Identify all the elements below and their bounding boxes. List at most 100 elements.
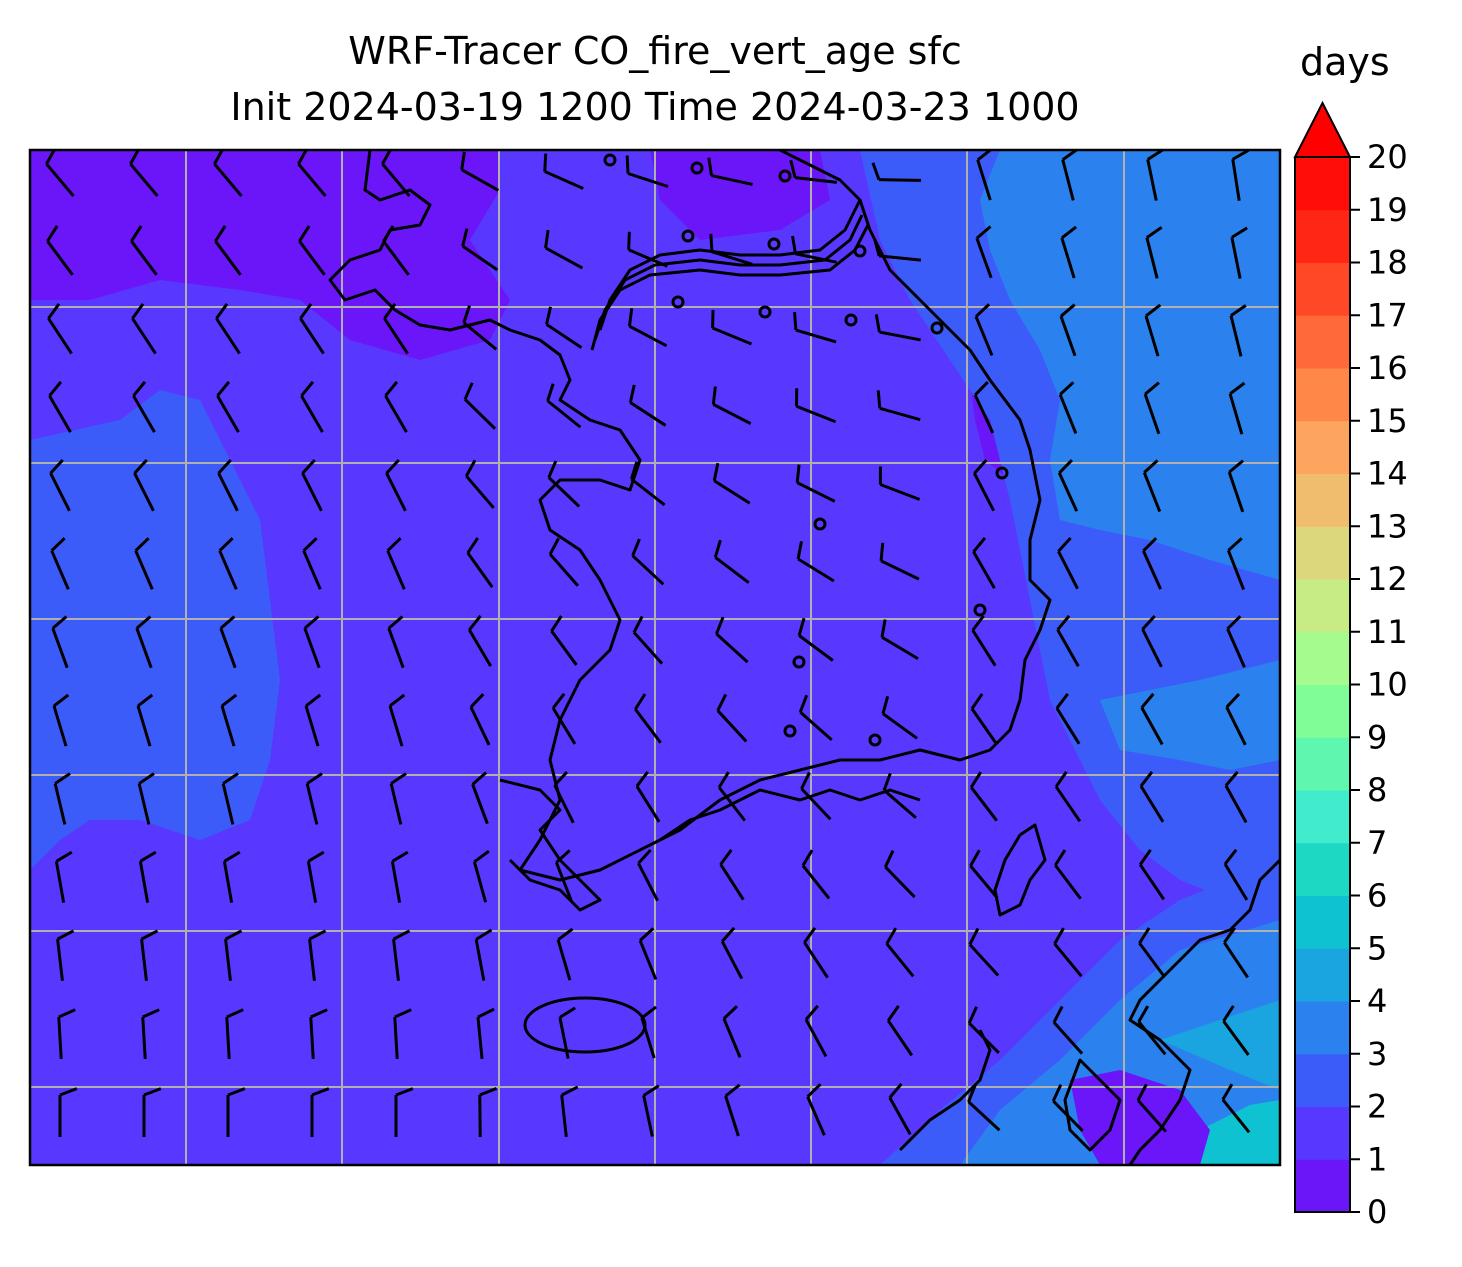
calm-marker: [930, 321, 944, 335]
colorbar-segment: [1295, 1001, 1350, 1055]
wind-barb: [632, 615, 664, 665]
colorbar-label: days: [1300, 40, 1390, 84]
wind-barb: [707, 157, 753, 186]
wind-barb: [709, 233, 753, 266]
colorbar-tick-label: 10: [1367, 666, 1408, 704]
wind-barb: [469, 692, 491, 746]
wind-barb: [874, 314, 921, 342]
contour-southeast-core: [1160, 1000, 1280, 1090]
wind-barb: [305, 772, 323, 825]
wind-barb: [634, 693, 662, 744]
wind-barb: [1141, 614, 1163, 668]
colorbar-segment: [1295, 526, 1350, 580]
calm-marker: [671, 295, 685, 309]
wind-barb: [141, 1008, 160, 1060]
wind-barb: [1229, 304, 1247, 357]
wind-barb: [712, 462, 751, 505]
wind-barb: [388, 693, 406, 747]
calm-wind-markers: [603, 153, 1009, 747]
wind-barb: [885, 927, 915, 978]
wind-barb: [1231, 150, 1250, 201]
wind-barb: [48, 380, 72, 433]
wind-barbs: [45, 150, 1251, 1138]
colorbar-segment: [1295, 579, 1350, 633]
colorbar-tick-label: 18: [1367, 244, 1408, 282]
wind-barb: [385, 458, 407, 512]
coastline-sw-archipelago: [499, 778, 602, 912]
wind-barb: [713, 539, 750, 584]
wind-barb: [1136, 1083, 1168, 1133]
wind-barb: [544, 229, 584, 270]
wind-barb: [556, 927, 574, 981]
wind-barb: [1057, 459, 1079, 512]
wind-barb: [879, 542, 920, 581]
colorbar-segment: [1295, 948, 1350, 1002]
colorbar-extend-arrow: [1293, 100, 1352, 158]
wind-barb: [137, 772, 155, 825]
wind-barb: [1052, 1005, 1084, 1055]
wind-barb: [560, 1085, 579, 1138]
wind-barb: [724, 1083, 741, 1137]
wind-barb: [1222, 1005, 1250, 1056]
wind-barb: [393, 1008, 412, 1060]
wind-barb: [806, 1083, 826, 1136]
wind-barb: [1144, 303, 1162, 357]
colorbar-segment: [1295, 1159, 1350, 1213]
wind-barb: [472, 849, 490, 903]
wind-barb: [50, 537, 70, 590]
wind-barb: [57, 1008, 76, 1060]
wind-barb: [1223, 848, 1249, 901]
colorbar-tick-label: 3: [1367, 1035, 1387, 1073]
colorbar-tick-label: 11: [1367, 613, 1408, 651]
colorbar-tick-label: 20: [1367, 138, 1408, 176]
wind-barb: [300, 380, 324, 433]
wind-barb: [719, 848, 745, 901]
wind-barb: [1054, 771, 1082, 823]
wind-barb: [302, 537, 322, 590]
wind-barb: [551, 692, 577, 745]
map-title-line1: WRF-Tracer CO_fire_vert_age sfc: [348, 29, 962, 73]
contour-east-lower: [1100, 660, 1280, 770]
wind-barb: [463, 382, 497, 430]
contour-southeast-inner: [960, 920, 1280, 1165]
wind-barb: [635, 770, 661, 823]
wind-barb: [471, 771, 489, 825]
wind-barb: [131, 302, 157, 355]
wind-barb: [1140, 692, 1164, 746]
wind-barb: [224, 929, 243, 982]
wind-barb: [1146, 150, 1164, 201]
wind-barb: [51, 615, 69, 669]
colorbar-tick-label: 4: [1367, 982, 1387, 1020]
calm-marker: [603, 153, 617, 167]
wind-barb: [221, 772, 239, 825]
wind-barb: [1224, 770, 1248, 824]
wind-barb: [466, 537, 494, 588]
wind-barb: [1142, 459, 1162, 513]
wind-barb: [308, 929, 327, 982]
map-panel: [30, 150, 1280, 1165]
wind-barb: [303, 615, 321, 669]
island-east-elongated: [993, 823, 1047, 917]
wind-barb: [1142, 537, 1162, 590]
wind-barb: [136, 693, 154, 747]
wind-barb: [789, 159, 838, 184]
wind-barb: [134, 537, 154, 590]
wind-barb: [716, 693, 748, 743]
contour-southeast-corner: [1200, 1100, 1280, 1165]
wind-barb: [1054, 849, 1082, 900]
wind-barb: [58, 1087, 78, 1137]
wind-barb: [1143, 381, 1161, 435]
coastline-south-west-islands: [898, 1029, 992, 1152]
wind-barb: [717, 771, 747, 822]
colorbar-segment: [1295, 1106, 1350, 1160]
wind-barb: [1051, 1084, 1084, 1133]
wind-barb: [216, 380, 240, 433]
wind-barb: [638, 927, 658, 981]
wind-barb: [975, 225, 993, 279]
wind-barb: [218, 537, 238, 590]
wind-barb: [1227, 459, 1245, 513]
wind-barb: [140, 929, 159, 982]
wind-barb: [798, 694, 833, 742]
colorbar-segment: [1295, 631, 1350, 685]
wind-barb: [1056, 614, 1080, 668]
